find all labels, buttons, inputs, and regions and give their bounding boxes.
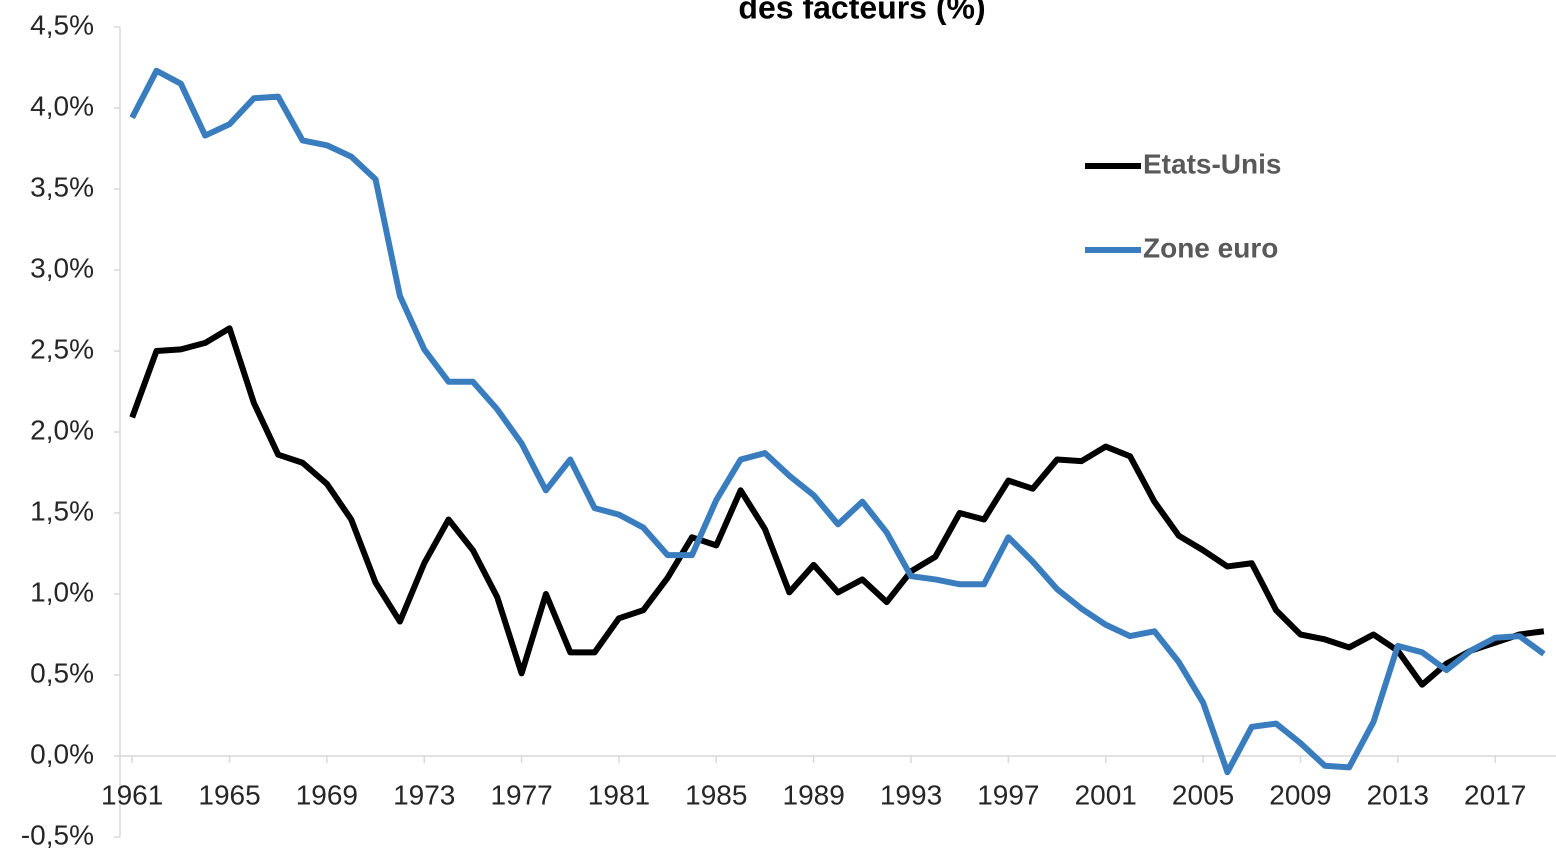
- x-tick-label: 2013: [1367, 779, 1429, 810]
- chart-title: des facteurs (%): [738, 0, 985, 25]
- x-tick-label: 1985: [685, 779, 747, 810]
- y-tick-label: 2,5%: [30, 333, 94, 364]
- legend-label: Etats-Unis: [1143, 148, 1281, 179]
- y-tick-label: 1,0%: [30, 576, 94, 607]
- series-line: [129, 325, 1545, 688]
- x-tick-label: 1997: [977, 779, 1039, 810]
- y-tick-label: 0,0%: [30, 738, 94, 769]
- x-tick-label: 1981: [588, 779, 650, 810]
- y-tick-label: 3,0%: [30, 252, 94, 283]
- y-tick-label: 4,5%: [30, 9, 94, 40]
- x-tick-label: 1965: [198, 779, 260, 810]
- y-tick-label: 4,0%: [30, 90, 94, 121]
- x-tick-label: 1961: [101, 779, 163, 810]
- x-tick-label: 1989: [783, 779, 845, 810]
- legend-label: Zone euro: [1143, 232, 1278, 263]
- y-tick-label: -0,5%: [21, 819, 94, 850]
- x-tick-label: 2001: [1075, 779, 1137, 810]
- y-tick-label: 0,5%: [30, 657, 94, 688]
- x-tick-label: 2005: [1172, 779, 1234, 810]
- x-tick-label: 2009: [1269, 779, 1331, 810]
- x-tick-label: 1969: [296, 779, 358, 810]
- x-tick-label: 1977: [490, 779, 552, 810]
- x-tick-label: 2017: [1464, 779, 1526, 810]
- y-tick-label: 3,5%: [30, 171, 94, 202]
- series-line: [129, 67, 1546, 776]
- x-tick-label: 1993: [880, 779, 942, 810]
- y-tick-label: 1,5%: [30, 495, 94, 526]
- x-tick-label: 1973: [393, 779, 455, 810]
- y-tick-label: 2,0%: [30, 414, 94, 445]
